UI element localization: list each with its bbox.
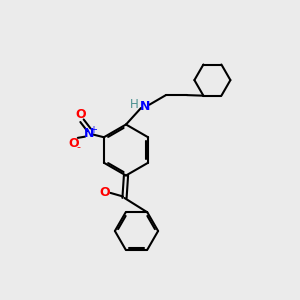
Text: O: O: [75, 108, 86, 121]
Text: -: -: [76, 142, 80, 152]
Text: N: N: [140, 100, 150, 113]
Text: O: O: [100, 185, 110, 199]
Text: H: H: [130, 98, 139, 111]
Text: +: +: [89, 125, 98, 135]
Text: O: O: [68, 137, 79, 150]
Text: N: N: [84, 127, 94, 140]
